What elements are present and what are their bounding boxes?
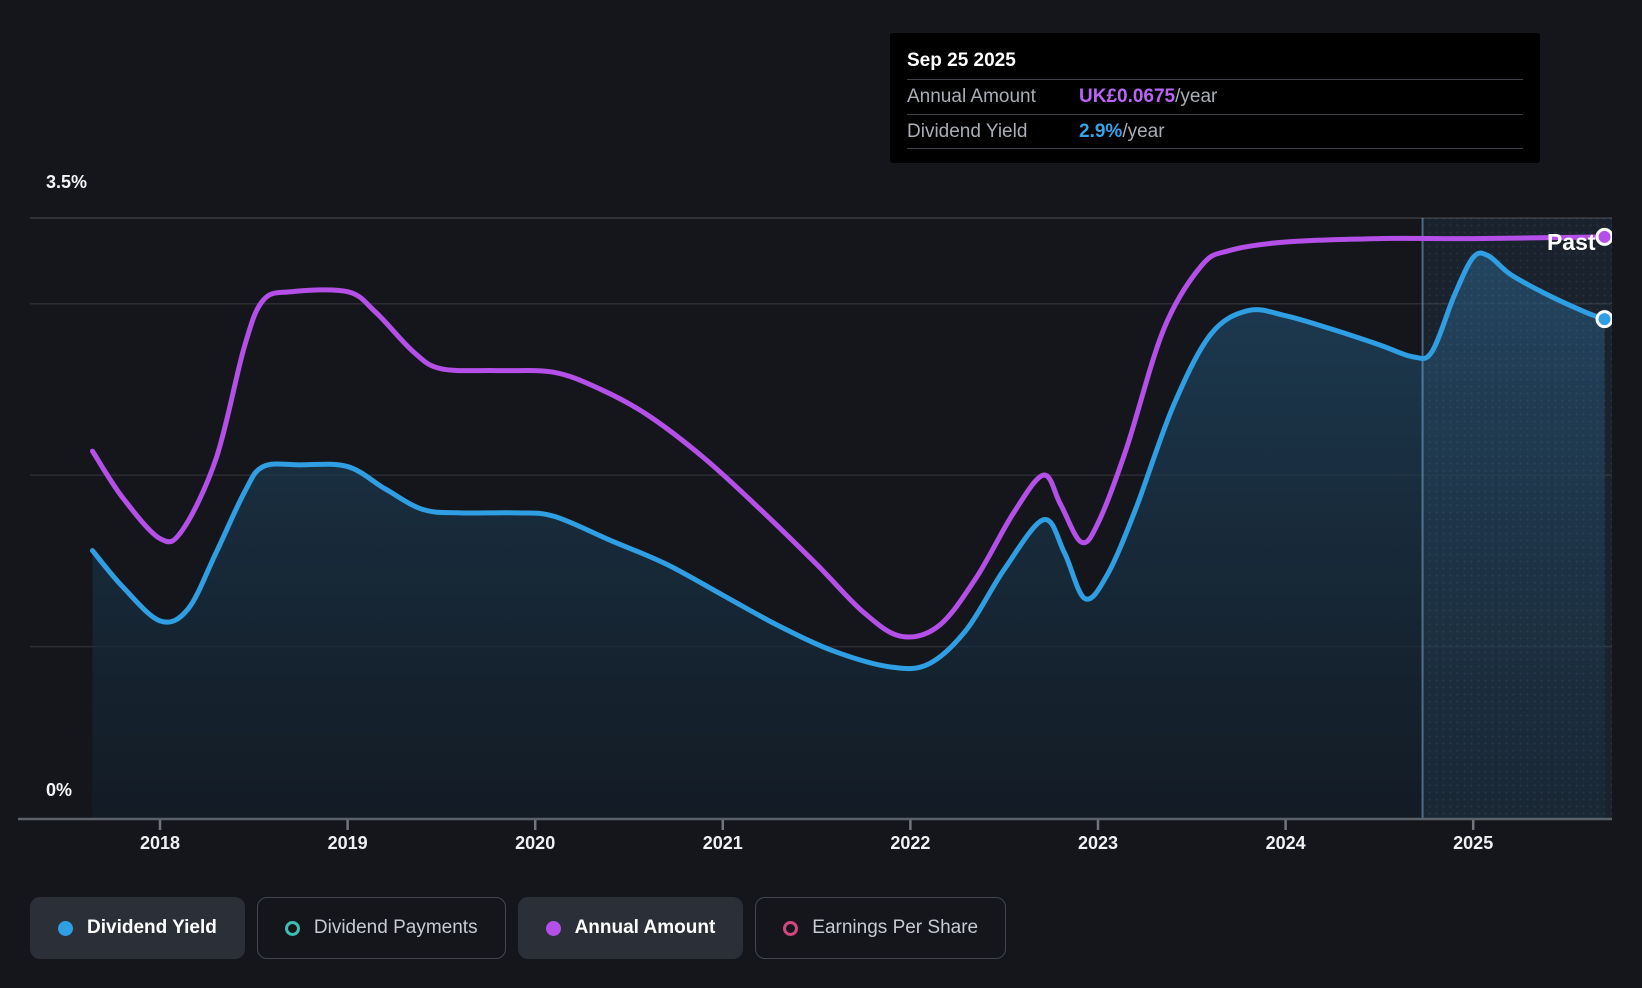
end-marker-annual-amount: [1595, 227, 1612, 246]
chart-legend: Dividend Yield Dividend Payments Annual …: [30, 897, 1007, 959]
tooltip-label: Dividend Yield: [907, 120, 1028, 142]
y-axis-label-top: 3.5%: [46, 172, 88, 192]
past-region-label: Past: [1547, 229, 1596, 255]
x-axis-label-2021: 2021: [702, 833, 743, 853]
x-axis-label-2018: 2018: [139, 833, 181, 853]
series-line-dividend-yield: [89, 250, 1608, 672]
tooltip-value-annual-amount: UK£0.0675: [1079, 86, 1176, 107]
earnings-per-share-ring-icon: [783, 920, 799, 936]
area-fill-dividend-yield: [92, 253, 1605, 818]
dividend-history-chart[interactable]: Past: [0, 0, 1612, 830]
dividend-yield-dot-icon: [58, 920, 73, 936]
x-axis-label-2019: 2019: [327, 833, 368, 853]
tooltip-row-annual-amount: Annual Amount UK£0.0675/year: [907, 79, 1523, 114]
tooltip-row-dividend-yield: Dividend Yield 2.9%/year: [907, 114, 1523, 149]
x-axis-label-2022: 2022: [890, 833, 931, 853]
legend-button-earnings-per-share[interactable]: Earnings Per Share: [755, 897, 1007, 959]
dividend-payments-ring-icon: [284, 920, 300, 936]
legend-label: Dividend Payments: [313, 917, 478, 938]
chart-tooltip: Sep 25 2025 Annual Amount UK£0.0675/year…: [890, 33, 1540, 163]
end-marker-dividend-yield: [1595, 310, 1612, 329]
legend-label: Annual Amount: [574, 917, 716, 938]
x-axis: 2018 2019 2020 2021 2022 2023 2024 2025: [0, 830, 1612, 860]
annual-amount-dot-icon: [545, 920, 561, 936]
y-axis-label-bottom: 0%: [46, 780, 73, 800]
past-band-dots: [1422, 217, 1612, 818]
x-axis-label-2023: 2023: [1077, 833, 1119, 853]
legend-button-dividend-yield[interactable]: Dividend Yield: [30, 897, 245, 959]
x-axis-label-2020: 2020: [515, 833, 556, 853]
x-axis-label-2025: 2025: [1453, 833, 1494, 853]
legend-button-annual-amount[interactable]: Annual Amount: [517, 897, 744, 959]
legend-button-dividend-payments[interactable]: Dividend Payments: [256, 897, 506, 959]
tooltip-date: Sep 25 2025: [907, 50, 1016, 71]
tooltip-label: Annual Amount: [907, 86, 1036, 107]
tooltip-suffix: /year: [1175, 86, 1218, 107]
x-axis-label-2024: 2024: [1265, 833, 1306, 853]
series-line-annual-amount: [89, 234, 1608, 640]
legend-label: Earnings Per Share: [812, 917, 979, 938]
tooltip-suffix: /year: [1122, 120, 1165, 142]
legend-label: Dividend Yield: [87, 917, 217, 938]
tooltip-value-dividend-yield: 2.9%: [1079, 120, 1123, 142]
